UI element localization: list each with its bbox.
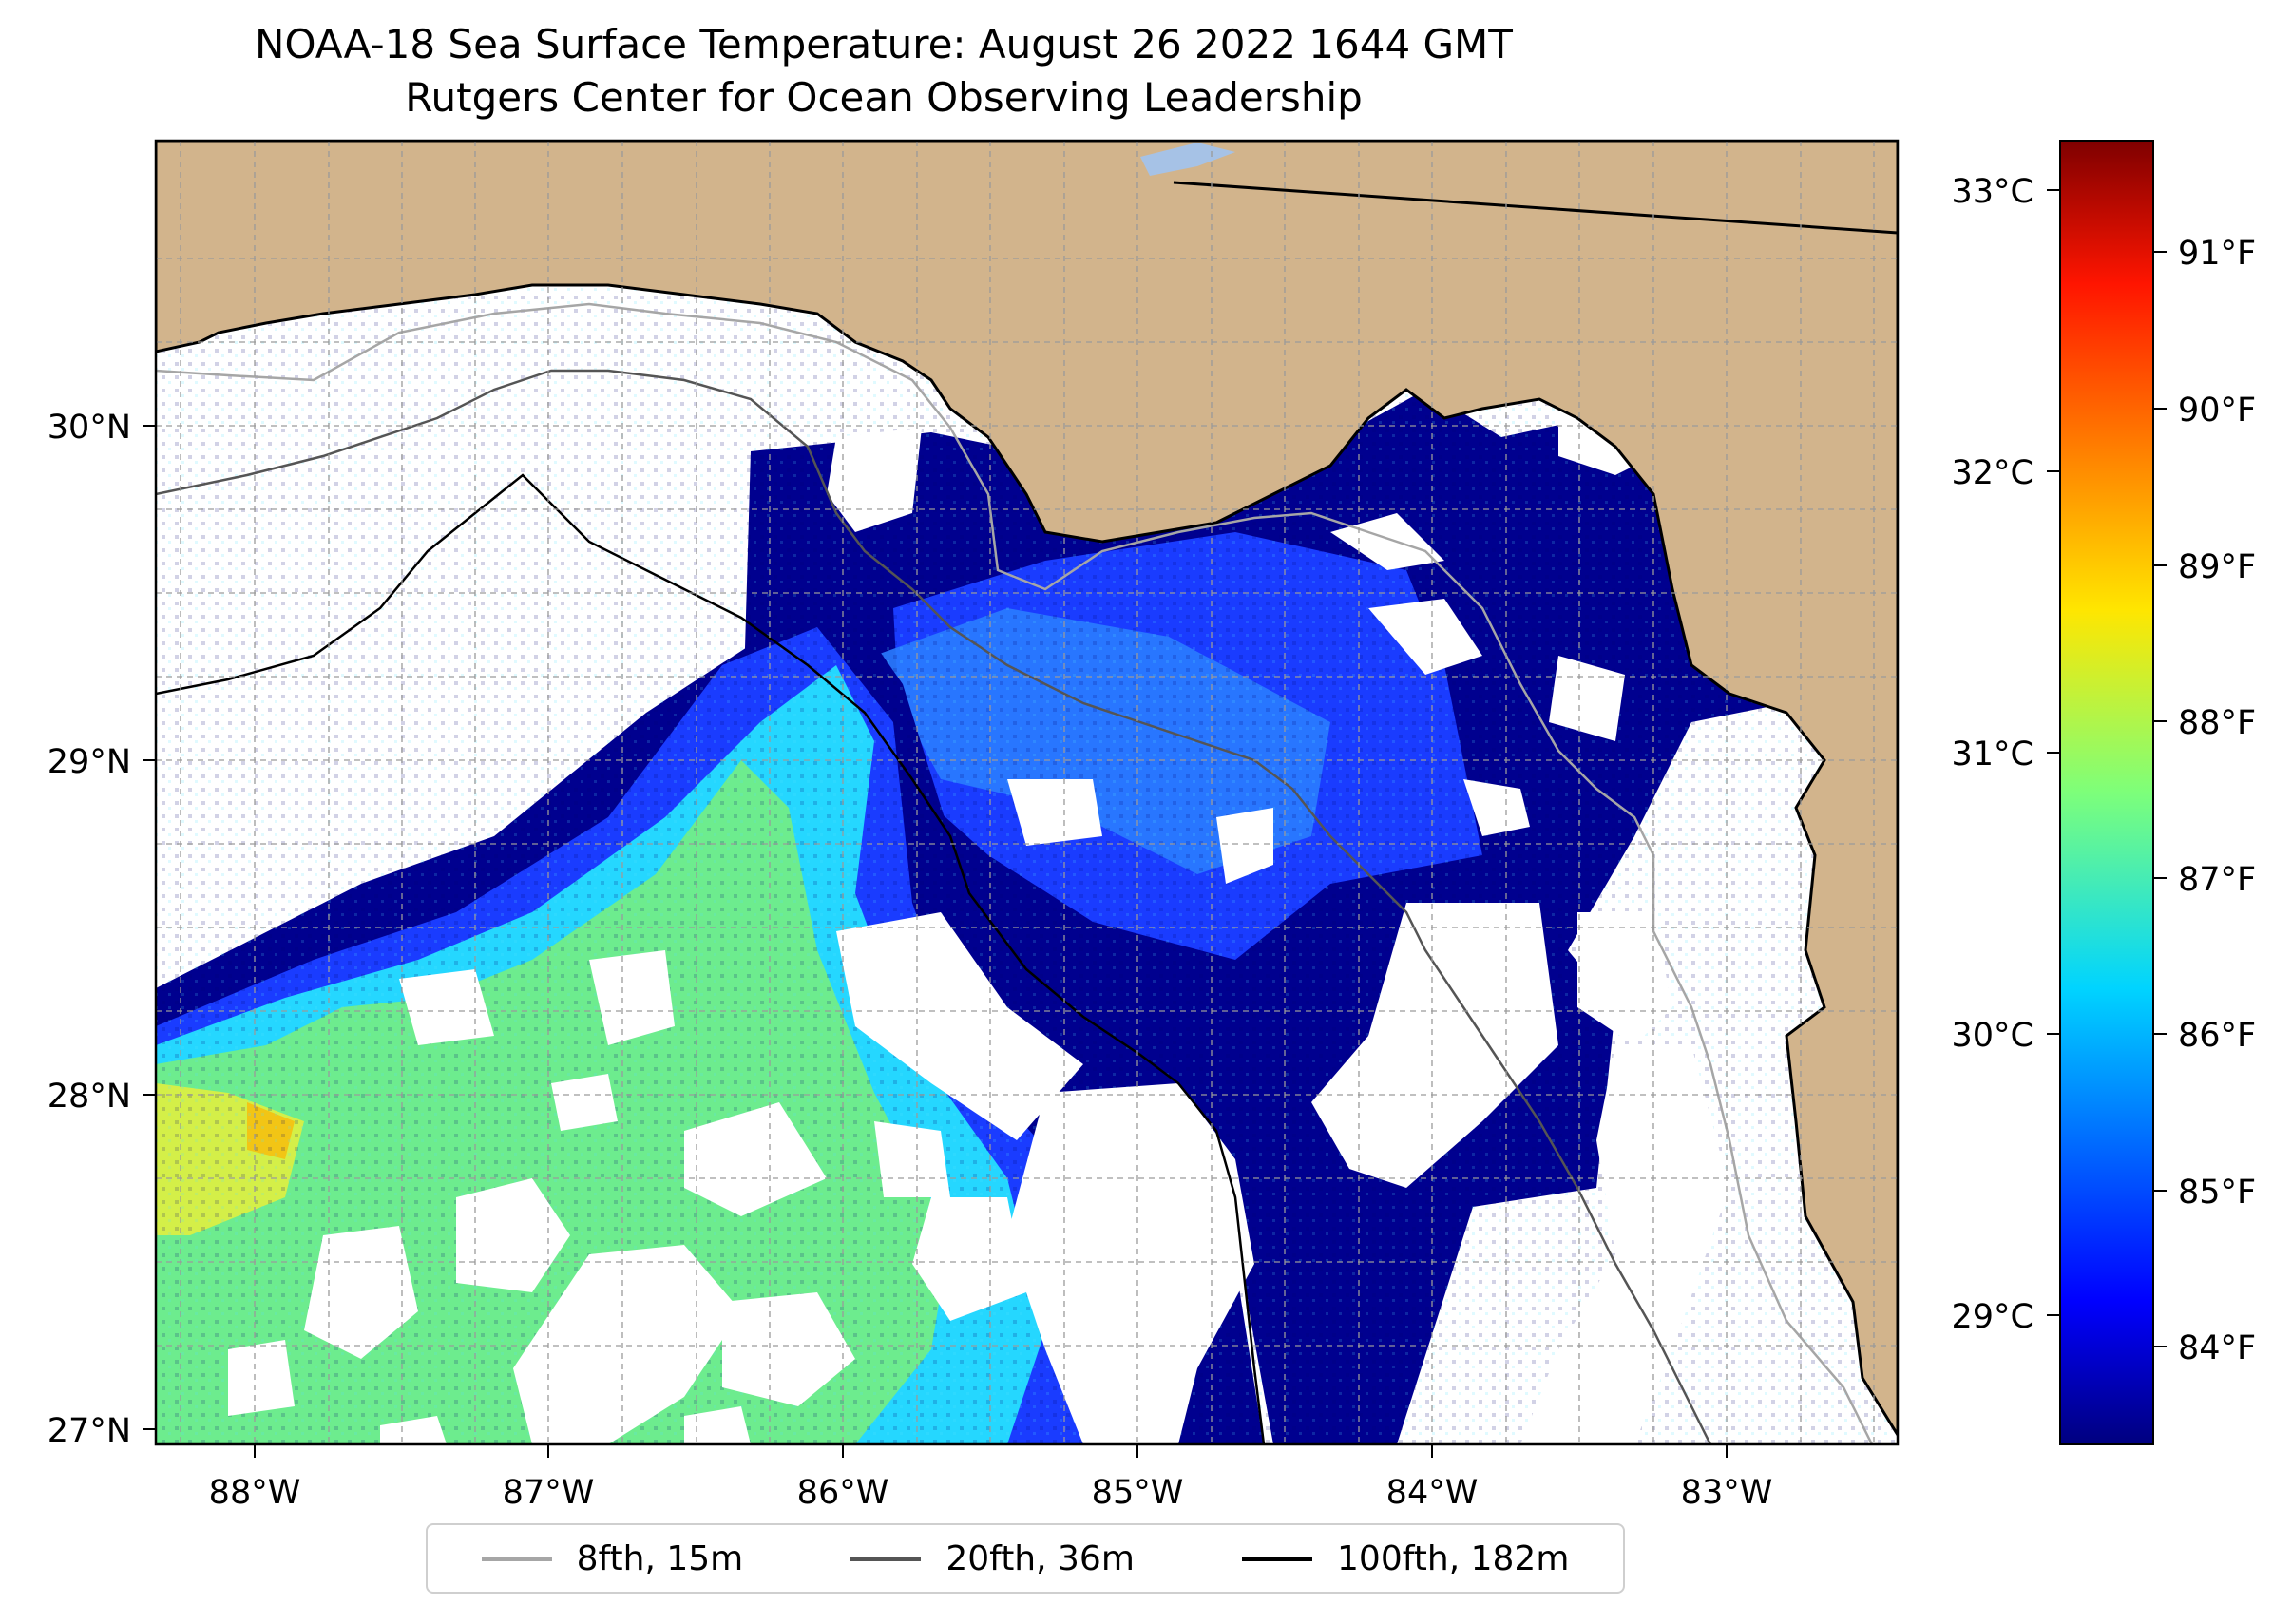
legend-line-icon bbox=[850, 1556, 922, 1561]
lon-label: 84°W bbox=[1386, 1474, 1479, 1512]
colorbar-label-fahrenheit: 88°F bbox=[2178, 704, 2256, 742]
colorbar-label-fahrenheit: 84°F bbox=[2178, 1329, 2256, 1367]
lon-label: 88°W bbox=[209, 1474, 301, 1512]
colorbar-label-fahrenheit: 91°F bbox=[2178, 235, 2256, 273]
lat-label: 29°N bbox=[48, 743, 131, 781]
lon-label: 85°W bbox=[1092, 1474, 1184, 1512]
axis-ticks bbox=[143, 425, 1728, 1458]
colorbar-label-fahrenheit: 86°F bbox=[2178, 1017, 2256, 1055]
colorbar-label-fahrenheit: 87°F bbox=[2178, 861, 2256, 899]
contour-8fth bbox=[156, 302, 1874, 1444]
legend-entry-8fth: 8fth, 15m bbox=[481, 1538, 744, 1578]
lat-label: 30°N bbox=[48, 409, 131, 447]
colorbar-label-celsius: 30°C bbox=[1952, 1017, 2034, 1055]
state-border bbox=[1173, 181, 1898, 235]
lat-label: 27°N bbox=[48, 1412, 131, 1450]
legend-entry-100fth: 100fth, 182m bbox=[1242, 1539, 1569, 1578]
title-line-2: Rutgers Center for Ocean Observing Leade… bbox=[405, 74, 1363, 121]
land-mass bbox=[156, 141, 1898, 1438]
colorbar-label-fahrenheit: 85°F bbox=[2178, 1174, 2256, 1212]
lon-label: 83°W bbox=[1681, 1474, 1773, 1512]
title-line-1: NOAA-18 Sea Surface Temperature: August … bbox=[255, 21, 1513, 67]
legend-label: 20fth, 36m bbox=[945, 1538, 1135, 1578]
lon-label: 87°W bbox=[503, 1474, 595, 1512]
map-frame bbox=[154, 139, 1900, 1446]
colorbar-label-celsius: 32°C bbox=[1952, 454, 2034, 492]
colorbar-ticks bbox=[2047, 189, 2167, 1347]
colorbar-label-fahrenheit: 90°F bbox=[2178, 392, 2256, 430]
colorbar bbox=[2059, 140, 2154, 1445]
graticule bbox=[156, 141, 1898, 1444]
lon-label: 86°W bbox=[797, 1474, 889, 1512]
contour-100fth bbox=[156, 473, 1266, 1444]
legend-line-icon bbox=[481, 1556, 552, 1561]
lat-label: 28°N bbox=[48, 1078, 131, 1116]
lake bbox=[1140, 143, 1235, 176]
colorbar-label-celsius: 33°C bbox=[1952, 173, 2034, 211]
legend-line-icon bbox=[1242, 1556, 1313, 1561]
colorbar-label-fahrenheit: 89°F bbox=[2178, 548, 2256, 586]
colorbar-label-celsius: 29°C bbox=[1952, 1298, 2034, 1336]
legend-entry-20fth: 20fth, 36m bbox=[850, 1539, 1135, 1578]
legend-label: 8fth, 15m bbox=[576, 1538, 744, 1578]
contour-legend: 8fth, 15m 20fth, 36m 100fth, 182m bbox=[426, 1523, 1625, 1594]
contour-20fth bbox=[156, 369, 1712, 1444]
legend-label: 100fth, 182m bbox=[1337, 1538, 1570, 1578]
colorbar-label-celsius: 31°C bbox=[1952, 736, 2034, 774]
